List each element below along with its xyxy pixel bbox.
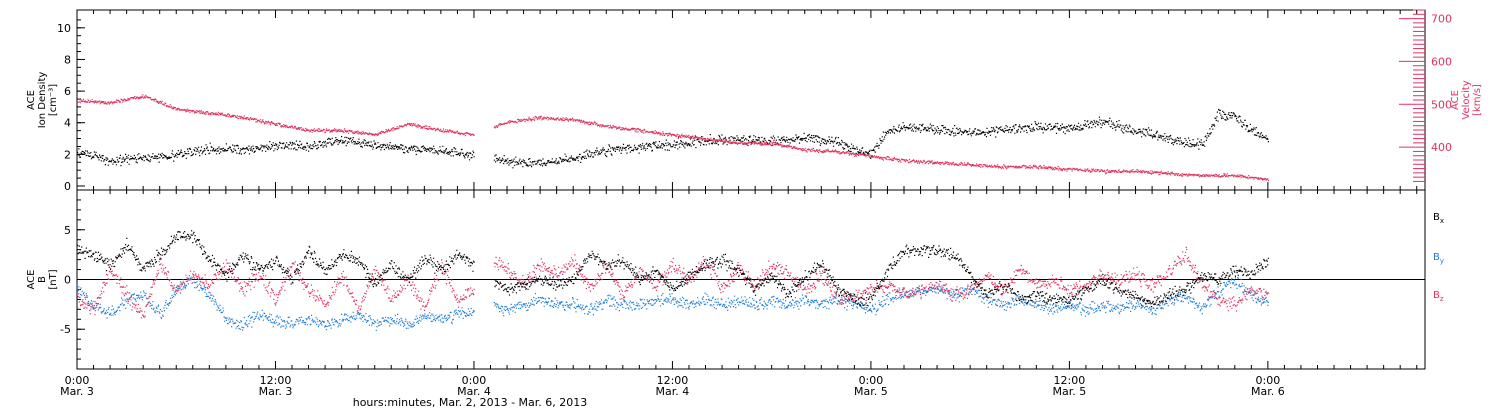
velocity-label-line: [km/s] bbox=[1472, 84, 1483, 116]
density-series-dots bbox=[77, 108, 1269, 169]
b-label-line: [nT] bbox=[48, 269, 59, 289]
velocity-series bbox=[77, 94, 1269, 182]
x-tick-time: 0:00 bbox=[859, 374, 884, 387]
density-label-line: [cm⁻³] bbox=[48, 84, 59, 116]
x-axis-label: hours:minutes, Mar. 2, 2013 - Mar. 6, 20… bbox=[353, 396, 588, 409]
x-tick-day: Mar. 4 bbox=[656, 385, 690, 398]
x-tick-time: 12:00 bbox=[260, 374, 292, 387]
density-tick-label: 2 bbox=[64, 148, 71, 161]
b-axis-label: ACE B [nT] bbox=[26, 269, 59, 289]
data-layer bbox=[77, 94, 1269, 331]
x-tick-time: 0:00 bbox=[462, 374, 487, 387]
b-tick-label: 0 bbox=[64, 274, 71, 287]
velocity-series-dots bbox=[77, 94, 1269, 182]
x-tick-time: 12:00 bbox=[657, 374, 689, 387]
velocity-tick-label: 700 bbox=[1431, 13, 1452, 26]
axes-layer bbox=[76, 9, 1426, 370]
density-label-line: Ion Density bbox=[37, 72, 48, 129]
density-tick-label: 4 bbox=[64, 117, 71, 130]
b-label-line: ACE bbox=[26, 270, 37, 290]
velocity-label-line: ACE bbox=[1450, 90, 1461, 110]
x-tick-time: 0:00 bbox=[1256, 374, 1281, 387]
x-tick-day: Mar. 5 bbox=[1053, 385, 1087, 398]
velocity-axis-label: ACE Velocity [km/s] bbox=[1450, 80, 1483, 119]
density-series bbox=[77, 108, 1269, 169]
x-tick-day: Mar. 6 bbox=[1251, 385, 1285, 398]
velocity-tick-label: 500 bbox=[1431, 98, 1452, 111]
density-tick-label: 0 bbox=[64, 180, 71, 193]
density-tick-label: 10 bbox=[57, 22, 71, 35]
density-axis-label: ACE Ion Density [cm⁻³] bbox=[26, 72, 59, 129]
x-tick-day: Mar. 3 bbox=[60, 385, 94, 398]
x-tick-day: Mar. 4 bbox=[457, 385, 491, 398]
x-tick-day: Mar. 5 bbox=[854, 385, 888, 398]
bx-series bbox=[77, 230, 1269, 308]
x-tick-time: 0:00 bbox=[65, 374, 90, 387]
density-tick-label: 6 bbox=[64, 85, 71, 98]
velocity-tick-label: 600 bbox=[1431, 55, 1452, 68]
density-label-line: ACE bbox=[26, 90, 37, 110]
velocity-label-line: Velocity bbox=[1461, 80, 1472, 119]
velocity-tick-label: 400 bbox=[1431, 141, 1452, 154]
b-label-line: B bbox=[37, 276, 48, 283]
b-tick-label: -5 bbox=[60, 323, 71, 336]
x-tick-day: Mar. 3 bbox=[259, 385, 293, 398]
by-series-dots bbox=[77, 275, 1269, 331]
b-tick-label: 5 bbox=[64, 224, 71, 237]
bx-series-dots bbox=[77, 230, 1269, 308]
x-tick-time: 12:00 bbox=[1054, 374, 1086, 387]
panel-1-frame bbox=[76, 9, 1426, 191]
by-series bbox=[77, 275, 1269, 331]
legend-by: By bbox=[1433, 252, 1444, 265]
legend-bx: Bx bbox=[1433, 212, 1444, 225]
density-tick-label: 8 bbox=[64, 53, 71, 66]
legend-bz: Bz bbox=[1433, 290, 1444, 303]
